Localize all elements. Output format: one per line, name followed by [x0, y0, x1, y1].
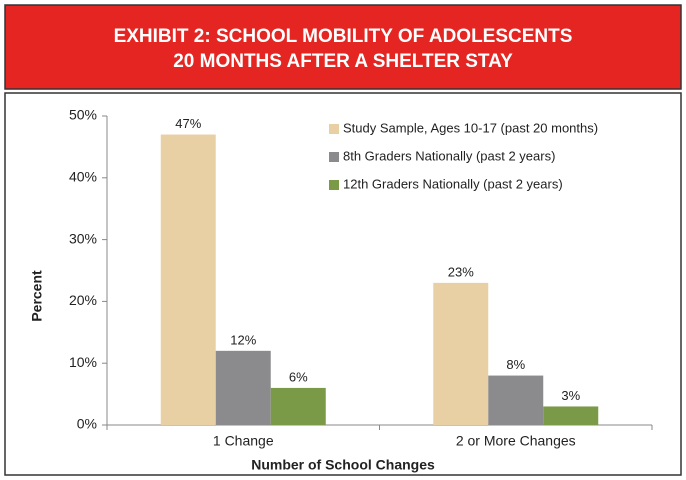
legend-swatch — [329, 124, 339, 134]
x-axis-label: Number of School Changes — [251, 457, 435, 473]
legend-label: 12th Graders Nationally (past 2 years) — [343, 176, 563, 191]
y-tick-label: 30% — [69, 230, 97, 246]
chart-frame — [4, 92, 682, 476]
bar — [215, 350, 271, 425]
header-box — [4, 4, 682, 90]
y-tick-label: 10% — [69, 354, 97, 370]
value-label: 8% — [506, 357, 525, 372]
bar — [160, 134, 216, 426]
bar — [433, 282, 489, 425]
legend-swatch — [329, 180, 339, 190]
value-label: 47% — [175, 116, 201, 131]
value-label: 6% — [289, 369, 308, 384]
bar — [488, 375, 544, 425]
y-tick-label: 0% — [77, 416, 97, 432]
y-tick-label: 20% — [69, 292, 97, 308]
value-label: 23% — [448, 264, 474, 279]
legend-swatch — [329, 152, 339, 162]
bar — [270, 387, 326, 425]
x-tick-label: 2 or More Changes — [456, 433, 576, 449]
chart-title: EXHIBIT 2: SCHOOL MOBILITY OF ADOLESCENT… — [114, 26, 573, 47]
y-axis-label: Percent — [29, 270, 45, 322]
value-label: 12% — [230, 332, 256, 347]
x-tick-label: 1 Change — [213, 433, 274, 449]
legend-label: Study Sample, Ages 10-17 (past 20 months… — [343, 120, 598, 135]
bar — [543, 406, 599, 425]
y-tick-label: 40% — [69, 169, 97, 185]
legend-label: 8th Graders Nationally (past 2 years) — [343, 148, 555, 163]
y-tick-label: 50% — [69, 107, 97, 123]
value-label: 3% — [561, 388, 580, 403]
chart-title: 20 MONTHS AFTER A SHELTER STAY — [173, 51, 513, 72]
